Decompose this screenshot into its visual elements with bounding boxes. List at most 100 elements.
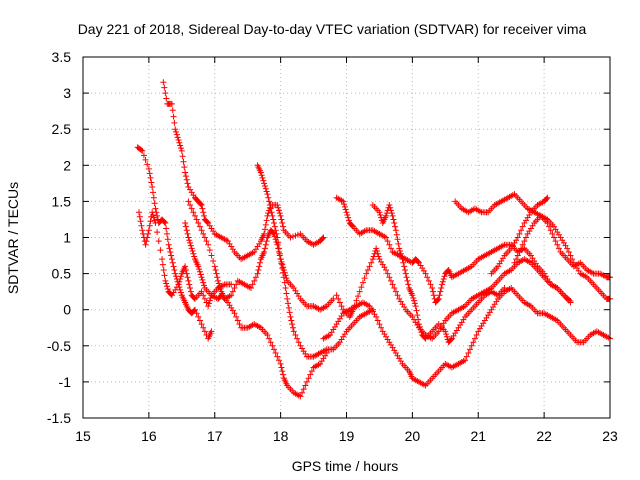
data-point [191,212,198,219]
data-point [422,270,429,277]
data-point [149,211,156,218]
data-point [163,280,170,287]
data-point [336,299,343,306]
data-point [519,241,526,248]
data-point [266,202,273,209]
data-point [204,219,211,226]
data-point [384,270,391,277]
data-point [154,212,161,219]
data-point [183,227,190,234]
data-point [150,194,157,201]
data-point [439,278,446,285]
data-point [151,217,158,224]
data-point [205,303,212,310]
data-point [145,165,152,172]
data-point [201,212,208,219]
data-point [470,339,477,346]
series-track-c [160,79,327,263]
data-point [201,282,208,289]
data-point [249,281,256,288]
data-point [154,229,161,236]
data-point [147,218,154,225]
data-point [271,346,278,353]
data-point [473,331,480,338]
data-point [468,342,475,349]
data-point [189,248,196,255]
data-point [200,230,207,237]
data-point [172,270,179,277]
data-point [231,310,238,317]
data-point [148,179,155,186]
data-point [303,378,310,385]
data-point [191,253,198,260]
data-point [261,245,268,252]
data-point [208,328,215,335]
data-point [178,147,185,154]
data-point [270,216,277,223]
data-point [443,331,450,338]
data-point [161,84,168,91]
data-point [206,297,213,304]
data-point [552,238,559,245]
data-point [181,164,188,171]
data-point [256,263,263,270]
data-point [285,300,292,307]
data-point [442,328,449,335]
data-point [160,266,167,273]
data-point [163,283,170,290]
data-point [263,238,270,245]
data-point [271,223,278,230]
data-point [171,119,178,126]
data-point [177,276,184,283]
series-track-l [488,194,551,277]
data-point [272,227,279,234]
data-point [142,241,149,248]
data-point [168,256,175,263]
data-point [377,211,384,218]
data-point [205,300,212,307]
data-point [160,79,167,86]
data-point [203,238,210,245]
data-point [162,277,169,284]
data-point [162,90,169,97]
axis-ticks [82,56,611,419]
data-point [543,195,550,202]
data-point [177,145,184,152]
data-marks [134,79,613,400]
data-point [292,331,299,338]
data-point [386,241,393,248]
data-point [343,209,350,216]
series-track-j [320,285,613,389]
data-point [257,259,264,266]
data-point [267,339,274,346]
data-point [175,281,182,288]
data-point [185,277,192,284]
x-tick-label: 23 [602,428,618,444]
x-axis-label: GPS time / hours [292,458,399,474]
data-point [262,241,269,248]
data-point [441,273,448,280]
series-track-g [333,194,574,306]
data-point [355,293,362,300]
data-point [394,292,401,299]
data-point [361,275,368,282]
x-tick-label: 22 [536,428,552,444]
data-point [376,209,383,216]
data-point [281,279,288,286]
data-point [276,250,283,257]
data-point [387,277,394,284]
data-point [146,170,153,177]
data-point [567,252,574,259]
data-point [276,210,283,217]
data-point [297,393,304,400]
data-point [319,235,326,242]
data-point [168,252,175,259]
data-point [173,128,180,135]
data-point [206,247,213,254]
data-point [410,294,417,301]
data-point [439,281,446,288]
data-point [389,281,396,288]
data-point [414,312,421,319]
data-point [373,313,380,320]
data-point [193,216,200,223]
